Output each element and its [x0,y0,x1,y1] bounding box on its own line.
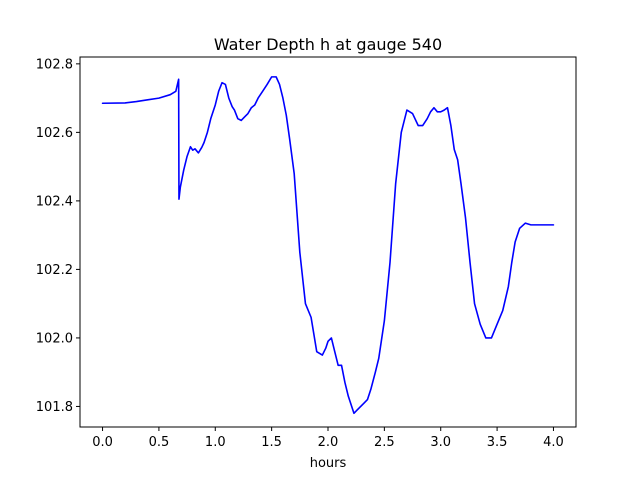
plot-frame [79,56,577,428]
x-tick-label: 2.5 [374,435,395,450]
x-tick-label: 3.5 [487,435,508,450]
y-axis: 101.8 102.0 102.2 102.4 102.6 102.8 [36,57,80,415]
x-tick-label: 0.5 [149,435,170,450]
y-tick-label: 102.8 [36,57,73,72]
series-line-0 [101,76,555,415]
x-tick-label: 1.0 [205,435,226,450]
x-axis: 0.0 0.5 1.0 1.5 2.0 2.5 3.0 3.5 4.0 [92,427,564,450]
y-tick-label: 102.6 [36,126,73,141]
x-tick-label: 1.5 [261,435,282,450]
x-axis-label: hours [310,456,347,471]
x-tick-label: 4.0 [543,435,564,450]
x-tick-label: 2.0 [318,435,339,450]
x-tick-label: 0.0 [92,435,113,450]
y-tick-label: 102.0 [36,331,73,346]
chart-title: Water Depth h at gauge 540 [214,35,442,54]
y-tick-label: 102.2 [36,263,73,278]
plot-area [101,76,555,415]
y-tick-label: 101.8 [36,400,73,415]
y-tick-label: 102.4 [36,194,73,209]
x-tick-label: 3.0 [430,435,451,450]
